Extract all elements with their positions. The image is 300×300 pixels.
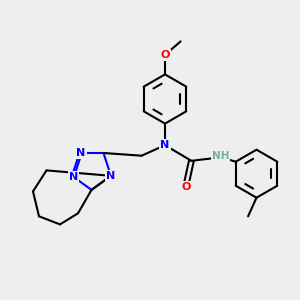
Text: O: O — [181, 182, 191, 192]
Text: NH: NH — [212, 151, 229, 161]
Text: O: O — [160, 50, 170, 60]
Text: N: N — [106, 171, 116, 181]
Text: N: N — [69, 172, 78, 182]
Text: N: N — [160, 140, 169, 150]
Text: N: N — [76, 148, 85, 158]
